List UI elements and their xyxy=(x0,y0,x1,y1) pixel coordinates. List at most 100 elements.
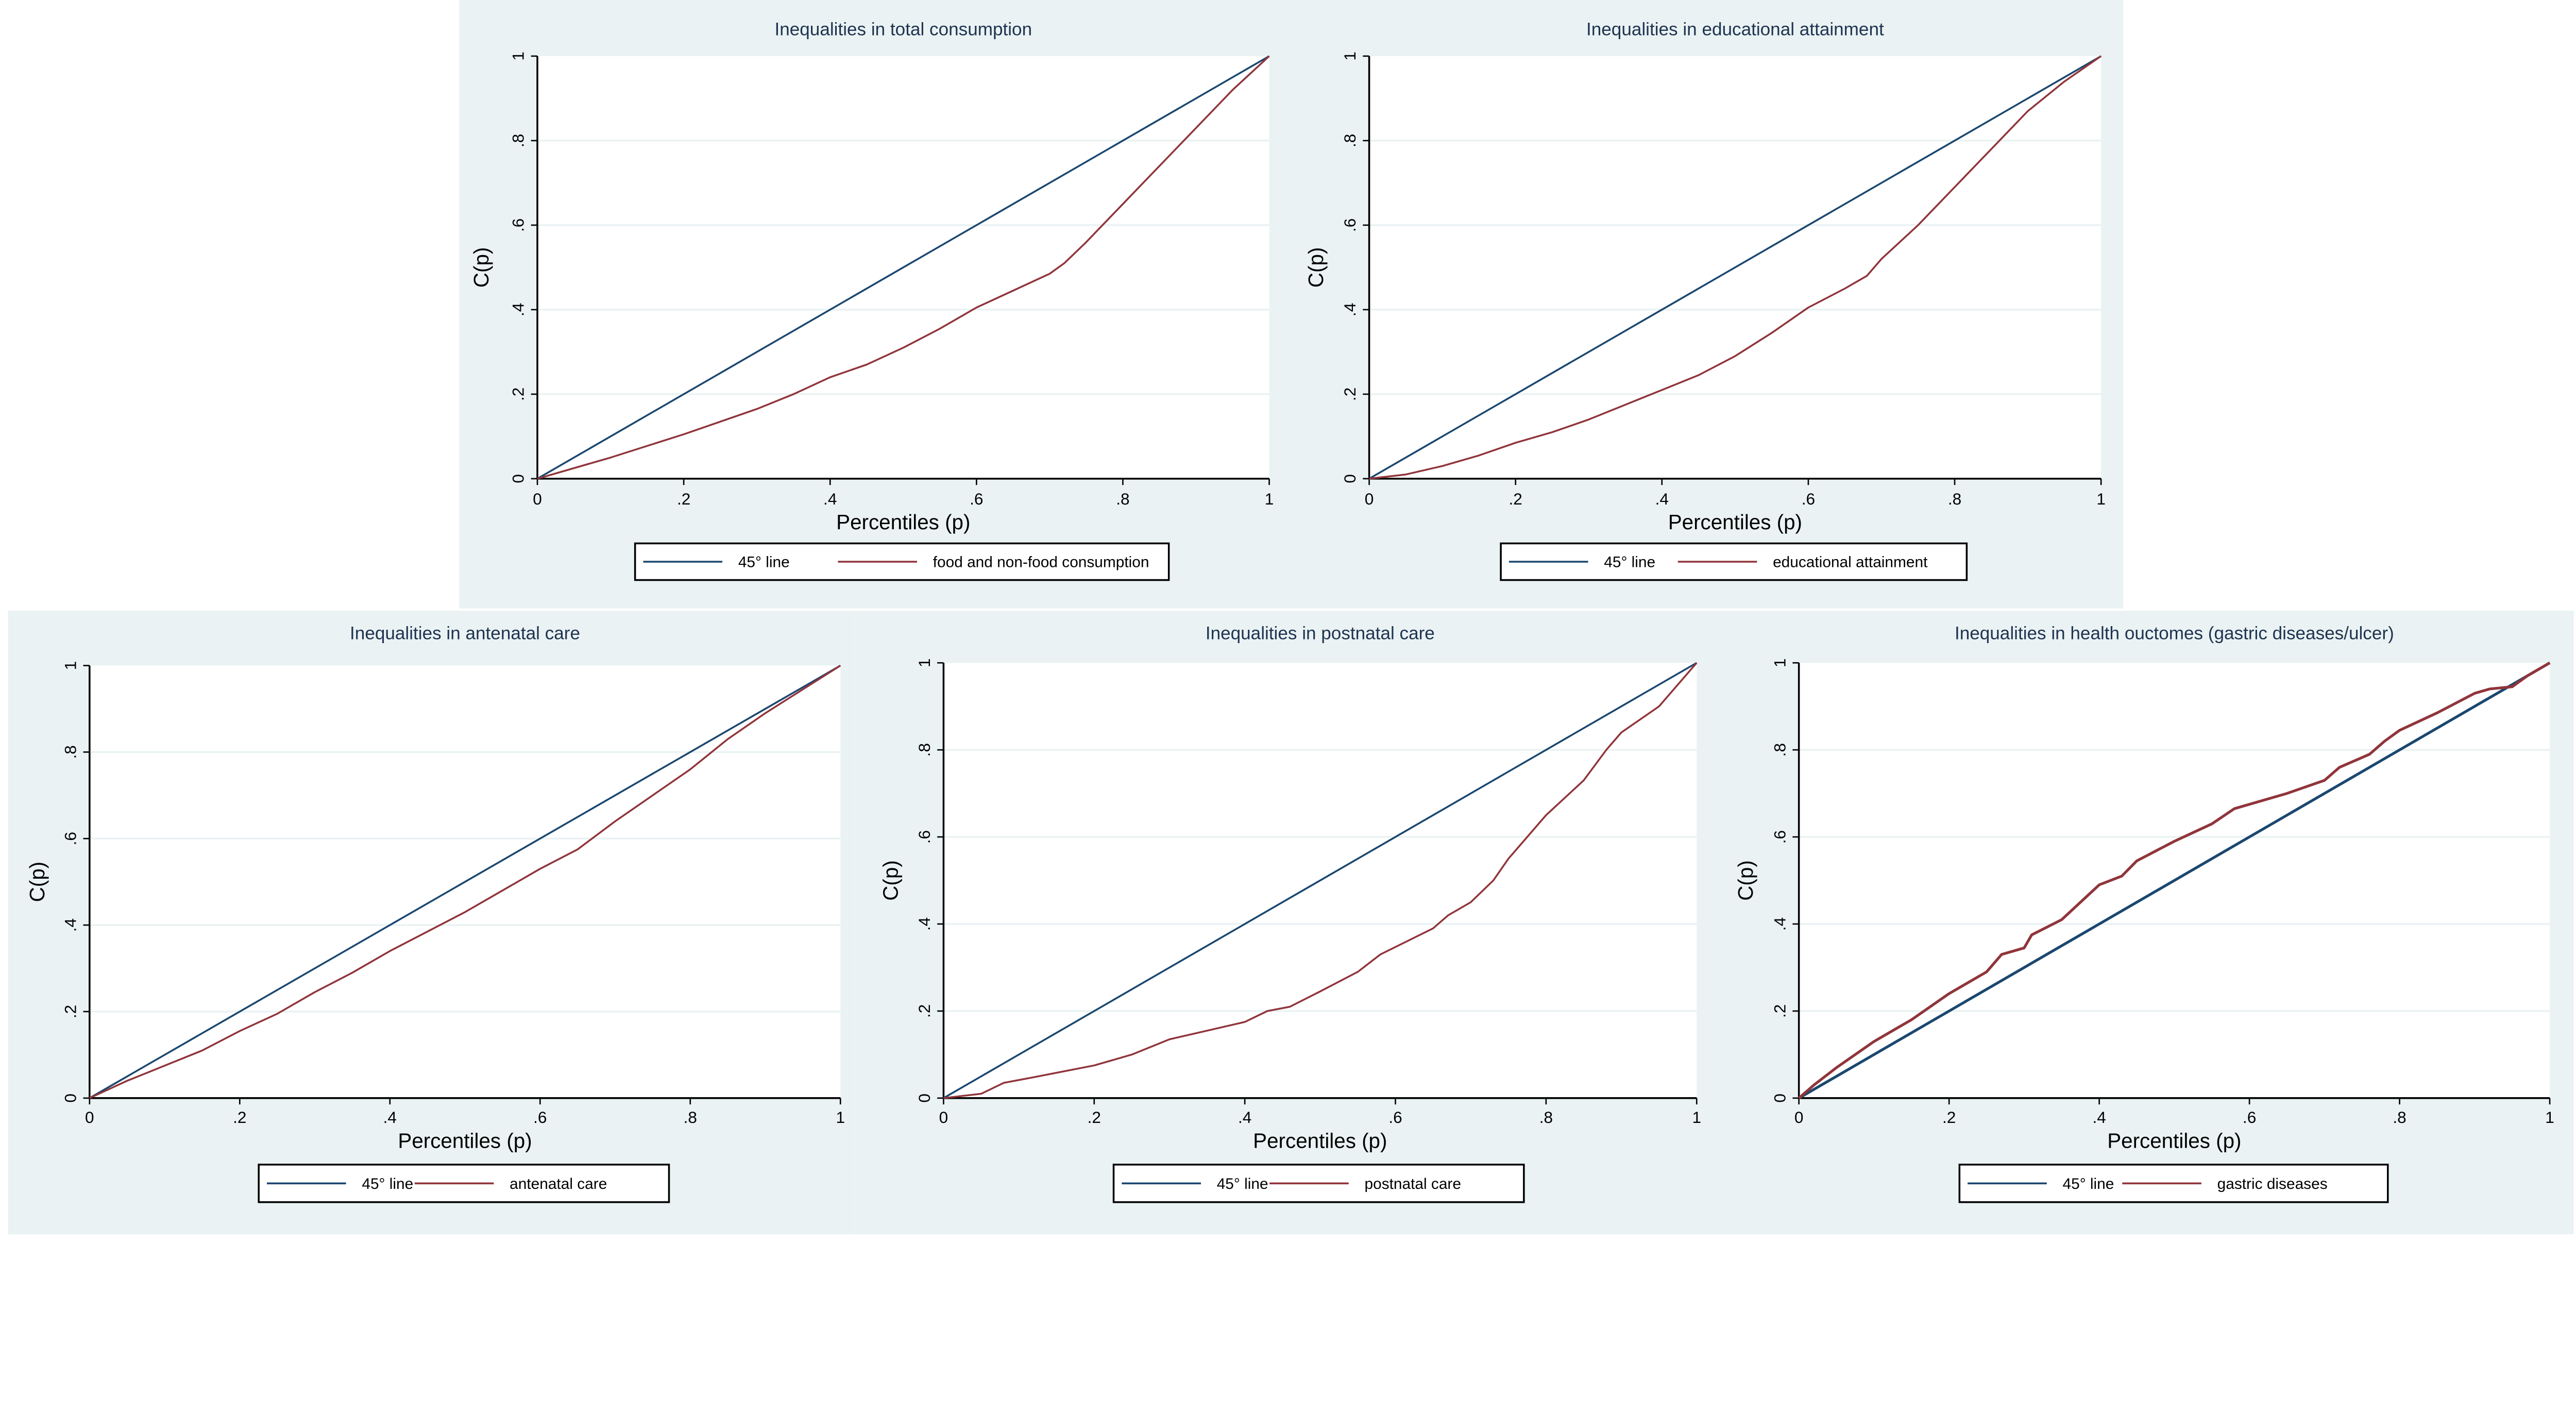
legend: 45° line gastric diseases xyxy=(1958,1164,2389,1203)
x-tick-label: .6 xyxy=(2243,1108,2256,1127)
y-tick-label: 0 xyxy=(915,1094,934,1103)
legend-label-curve: gastric diseases xyxy=(2217,1175,2328,1192)
chart-title: Inequalities in antenatal care xyxy=(350,624,580,644)
series-45-degree-line xyxy=(943,662,1698,1099)
y-tick-label: 1 xyxy=(1770,658,1789,667)
chart-1: Inequalities in educational attainment 0.… xyxy=(1304,19,2106,581)
y-axis-title: C(p) xyxy=(469,247,493,288)
chart-title: Inequalities in postnatal care xyxy=(1206,624,1435,644)
y-axis-title: C(p) xyxy=(1304,247,1328,288)
chart-title: Inequalities in health ouctomes (gastric… xyxy=(1955,624,2394,644)
y-tick-label: 1 xyxy=(509,52,528,61)
chart-title: Inequalities in total consumption xyxy=(774,19,1032,39)
chart-title: Inequalities in educational attainment xyxy=(1586,19,1884,39)
x-tick-label: .2 xyxy=(677,490,690,508)
x-tick-label: 1 xyxy=(836,1108,845,1127)
x-tick-label: .4 xyxy=(823,490,837,508)
y-tick-label: .6 xyxy=(1341,219,1359,232)
y-tick-label: .8 xyxy=(1341,134,1359,147)
y-tick-label: .4 xyxy=(915,917,934,931)
x-tick-label: .8 xyxy=(1116,490,1129,508)
x-tick-label: 0 xyxy=(85,1108,94,1127)
x-tick-label: 0 xyxy=(939,1108,948,1127)
legend-label-45-degree-line: 45° line xyxy=(1604,554,1655,571)
y-tick-label: .2 xyxy=(1341,388,1359,401)
legend: 45° line food and non-food consumption xyxy=(634,542,1170,581)
y-tick-label: .6 xyxy=(509,219,528,232)
x-tick-label: .2 xyxy=(1942,1108,1956,1127)
y-tick-label: .4 xyxy=(61,918,79,932)
series-45-degree-line xyxy=(1798,661,2551,1100)
y-axis-title: C(p) xyxy=(25,862,49,902)
y-tick-label: .8 xyxy=(61,745,79,759)
x-tick-label: .6 xyxy=(970,490,983,508)
chart-2: Inequalities in antenatal care 0 .2 .4 .6 .8 1… xyxy=(25,624,845,1203)
series-concentration-curve xyxy=(537,55,1270,480)
x-axis-title: Percentiles (p) xyxy=(2107,1129,2241,1152)
legend-label-curve: food and non-food consumption xyxy=(933,554,1149,571)
y-axis-title: C(p) xyxy=(879,860,903,901)
x-axis-title: Percentiles (p) xyxy=(1668,510,1802,534)
y-tick-label: 0 xyxy=(61,1094,79,1103)
x-tick-label: .6 xyxy=(1802,490,1815,508)
y-tick-label: .2 xyxy=(915,1004,934,1018)
series-concentration-curve xyxy=(1369,55,2102,480)
charts-group: Inequalities in total consumption 0 .2 .4 .6… xyxy=(25,19,2554,1203)
x-tick-label: 0 xyxy=(1794,1108,1804,1127)
x-tick-label: 1 xyxy=(1692,1108,1701,1127)
y-tick-label: .6 xyxy=(1770,830,1789,844)
x-axis-title: Percentiles (p) xyxy=(836,510,970,534)
series-concentration-curve xyxy=(1798,661,2551,1099)
x-tick-label: .2 xyxy=(1509,490,1522,508)
series-concentration-curve xyxy=(89,664,841,1099)
x-tick-label: 1 xyxy=(2096,490,2106,508)
legend: 45° line antenatal care xyxy=(258,1164,670,1203)
y-tick-label: .6 xyxy=(61,832,79,845)
legend-label-curve: postnatal care xyxy=(1365,1175,1461,1192)
x-tick-label: 0 xyxy=(1365,490,1374,508)
legend: 45° line postnatal care xyxy=(1112,1164,1525,1203)
y-tick-label: .2 xyxy=(1770,1004,1789,1018)
x-axis-title: Percentiles (p) xyxy=(398,1129,532,1152)
legend: 45° line educational attainment xyxy=(1500,542,1968,581)
chart-4: Inequalities in health ouctomes (gastric… xyxy=(1734,624,2554,1203)
series-concentration-curve xyxy=(943,662,1698,1099)
x-tick-label: .6 xyxy=(1388,1108,1402,1127)
y-tick-label: .8 xyxy=(509,134,528,147)
y-tick-label: 0 xyxy=(509,474,528,483)
legend-label-45-degree-line: 45° line xyxy=(362,1175,413,1192)
y-tick-label: .8 xyxy=(915,743,934,757)
y-tick-label: .6 xyxy=(915,830,934,844)
y-tick-label: 0 xyxy=(1770,1094,1789,1103)
x-tick-label: .4 xyxy=(383,1108,397,1127)
y-tick-label: .4 xyxy=(1770,917,1789,931)
chart-3: Inequalities in postnatal care 0 .2 .4 .6 .8 1… xyxy=(879,624,1701,1203)
x-tick-label: 0 xyxy=(533,490,542,508)
y-tick-label: 1 xyxy=(915,658,934,667)
figure: Inequalities in total consumption 0 .2 .4 .6… xyxy=(8,0,2574,1235)
series-45-degree-line xyxy=(1368,55,2102,480)
x-tick-label: .8 xyxy=(684,1108,697,1127)
legend-label-curve: educational attainment xyxy=(1773,554,1928,571)
x-tick-label: .4 xyxy=(1238,1108,1251,1127)
y-tick-label: 1 xyxy=(1341,52,1359,61)
y-tick-label: .8 xyxy=(1770,743,1789,757)
y-tick-label: .4 xyxy=(1341,303,1359,316)
y-tick-label: 0 xyxy=(1341,474,1359,483)
x-tick-label: .2 xyxy=(1088,1108,1101,1127)
chart-0: Inequalities in total consumption 0 .2 .4 .6… xyxy=(469,19,1274,581)
x-tick-label: .8 xyxy=(1539,1108,1553,1127)
legend-label-45-degree-line: 45° line xyxy=(2063,1175,2114,1192)
x-tick-label: .2 xyxy=(233,1108,246,1127)
y-tick-label: .2 xyxy=(509,388,528,401)
y-tick-label: .4 xyxy=(509,303,528,316)
series-45-degree-line xyxy=(89,664,841,1099)
x-tick-label: 1 xyxy=(2545,1108,2554,1127)
legend-label-45-degree-line: 45° line xyxy=(1217,1175,1268,1192)
y-tick-label: .2 xyxy=(61,1005,79,1018)
x-axis-title: Percentiles (p) xyxy=(1253,1129,1387,1152)
y-axis-title: C(p) xyxy=(1734,860,1757,901)
x-tick-label: .6 xyxy=(533,1108,547,1127)
series-45-degree-line xyxy=(537,55,1270,480)
x-tick-label: 1 xyxy=(1265,490,1274,508)
